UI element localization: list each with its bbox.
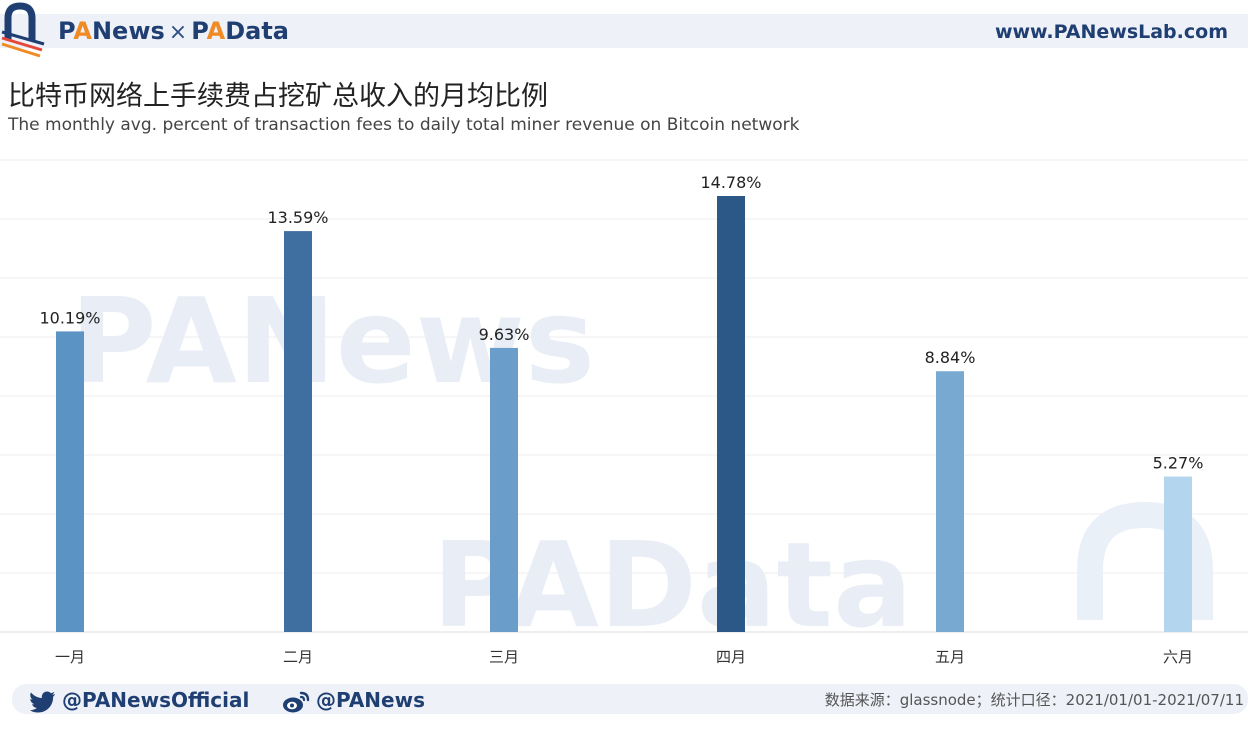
- x-tick-label: 三月: [489, 648, 519, 666]
- x-axis-ticks: 一月 二月 三月 四月 五月 六月: [55, 648, 1193, 666]
- data-label: 13.59%: [267, 208, 328, 227]
- x-tick-label: 一月: [55, 648, 85, 666]
- data-label: 8.84%: [925, 348, 976, 367]
- weibo-handle: @PANews: [316, 688, 425, 712]
- data-label: 14.78%: [700, 173, 761, 192]
- brand-panews-rest: News: [91, 17, 165, 45]
- x-tick-label: 四月: [716, 648, 746, 666]
- watermark-logo-icon: [1077, 501, 1213, 620]
- panews-logo-icon: [1, 2, 45, 58]
- brand-logo: PANews × PAData: [58, 16, 289, 46]
- x-tick-label: 二月: [283, 648, 313, 666]
- x-tick-label: 六月: [1163, 648, 1193, 666]
- bar: [717, 195, 745, 633]
- chart-title: 比特币网络上手续费占挖矿总收入的月均比例: [8, 81, 548, 112]
- brand-panews-p: P: [58, 17, 74, 45]
- bar: [490, 347, 518, 632]
- bar: [56, 331, 84, 632]
- data-labels: 10.19% 13.59% 9.63% 14.78% 8.84% 5.27%: [39, 173, 1203, 473]
- bar: [1164, 476, 1192, 632]
- data-label: 9.63%: [479, 325, 530, 344]
- twitter-link[interactable]: @PANewsOfficial: [30, 686, 249, 714]
- brand-times: ×: [168, 20, 188, 45]
- weibo-link[interactable]: @PANews: [282, 686, 425, 714]
- site-url[interactable]: www.PANewsLab.com: [994, 21, 1228, 43]
- data-label: 5.27%: [1153, 454, 1204, 473]
- footer-bar: [12, 684, 1248, 714]
- brand-padata-rest: Data: [225, 17, 289, 45]
- twitter-icon: [30, 691, 55, 712]
- data-source-note: 数据来源：glassnode；统计口径：2021/01/01-2021/07/1…: [824, 691, 1244, 709]
- weibo-icon: [283, 691, 310, 712]
- brand-padata-a: A: [206, 17, 226, 45]
- x-tick-label: 五月: [935, 648, 965, 666]
- bar-series: [56, 195, 1192, 633]
- bar: [284, 231, 312, 632]
- data-label: 10.19%: [39, 308, 100, 327]
- twitter-handle: @PANewsOfficial: [62, 688, 250, 712]
- brand-padata-p: P: [191, 17, 207, 45]
- brand-panews-a: A: [73, 17, 92, 45]
- bar: [936, 371, 964, 632]
- chart-grid: [0, 159, 1248, 633]
- chart-subtitle: The monthly avg. percent of transaction …: [8, 115, 800, 135]
- header-bar: [0, 14, 1248, 48]
